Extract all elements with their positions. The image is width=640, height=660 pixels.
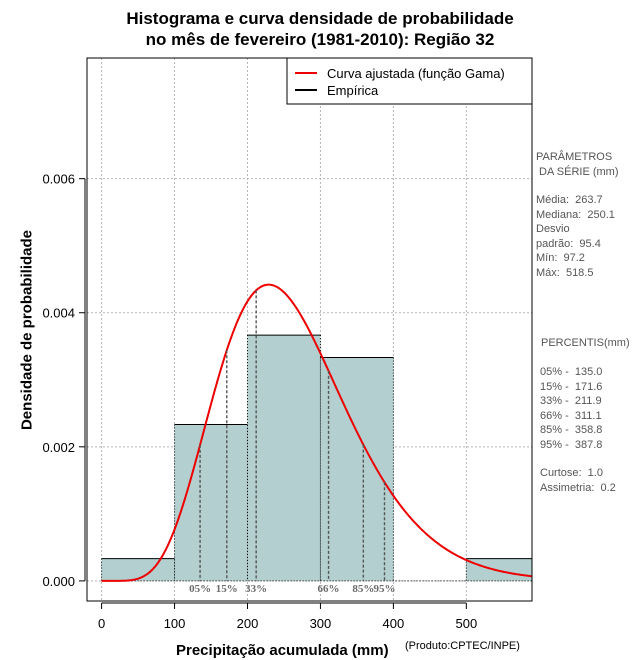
chart-title-line2: no mês de fevereiro (1981-2010): Região … bbox=[145, 30, 495, 49]
percentile-label-85%: 85% bbox=[352, 583, 374, 595]
y-tick-label-0.006: 0.006 bbox=[42, 172, 75, 187]
percentile-label-05%: 05% bbox=[189, 583, 211, 595]
percentis-title: PERCENTIS(mm) bbox=[541, 337, 630, 349]
x-tick-label-400: 400 bbox=[383, 616, 405, 631]
y-axis-label: Densidade de probabilidade bbox=[18, 229, 36, 431]
percentile-label-95%: 95% bbox=[373, 583, 395, 595]
x-tick-label-100: 100 bbox=[164, 616, 186, 631]
histogram-bar-2 bbox=[247, 335, 321, 581]
percentile-label-15%: 15% bbox=[216, 583, 238, 595]
percentis-values: 05% - 135.0 15% - 171.6 33% - 211.9 66% … bbox=[540, 366, 603, 451]
legend-box bbox=[286, 57, 533, 105]
x-tick-label-0: 0 bbox=[98, 616, 105, 631]
x-tick-label-200: 200 bbox=[237, 616, 259, 631]
product-credit: (Produto:CPTEC/INPE) bbox=[405, 640, 520, 652]
y-tick-label-0.004: 0.004 bbox=[42, 306, 75, 321]
percentile-label-33%: 33% bbox=[245, 583, 267, 595]
params-title: PARÂMETROS DA SÉRIE (mm) bbox=[536, 151, 619, 178]
histogram-bar-3 bbox=[320, 357, 394, 581]
x-tick-label-300: 300 bbox=[310, 616, 332, 631]
gamma-density-curve bbox=[101, 283, 533, 582]
y-tick-label-0.002: 0.002 bbox=[42, 440, 75, 455]
percentile-label-66%: 66% bbox=[318, 583, 340, 595]
chart-title-line1: Histograma e curva densidade de probabil… bbox=[126, 9, 514, 28]
x-axis-label: Precipitação acumulada (mm) bbox=[176, 642, 389, 659]
shape-stats: Curtose: 1.0 Assimetria: 0.2 bbox=[540, 467, 616, 494]
histogram-bar-1 bbox=[174, 424, 248, 581]
x-tick-label-500: 500 bbox=[455, 616, 477, 631]
histogram-bar-0 bbox=[101, 558, 175, 581]
params-values: Média: 263.7 Mediana: 250.1 Desvio padrã… bbox=[536, 194, 615, 279]
y-tick-label-0.000: 0.000 bbox=[42, 574, 75, 589]
histogram-bar-5 bbox=[466, 558, 532, 581]
legend-label-1: Empírica bbox=[327, 83, 379, 98]
legend-label-0: Curva ajustada (função Gama) bbox=[327, 66, 505, 81]
